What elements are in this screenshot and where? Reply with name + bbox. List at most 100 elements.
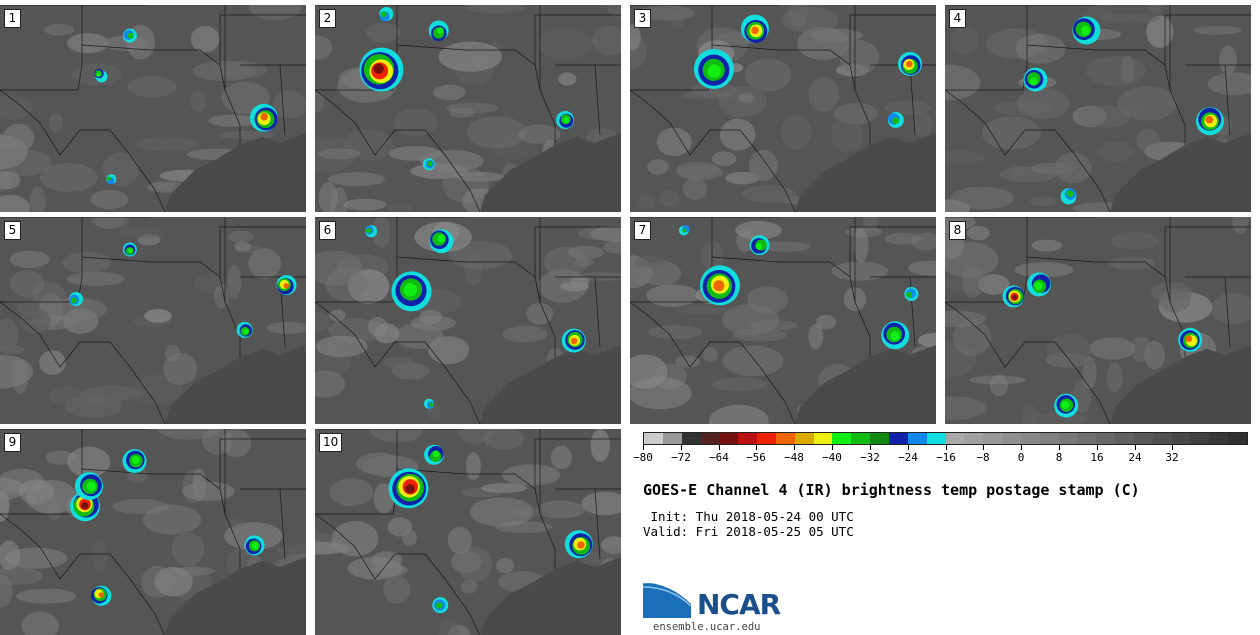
- map-panel-9: 9: [0, 429, 306, 635]
- colorbar: [643, 432, 1248, 445]
- colorbar-segment: [1190, 433, 1210, 444]
- panel-number: 9: [4, 433, 21, 452]
- colorbar-tick-label: −16: [936, 451, 956, 464]
- colorbar-segment: [888, 433, 908, 444]
- satellite-map: [315, 429, 621, 635]
- colorbar-segment: [964, 433, 984, 444]
- panel-number: 3: [634, 9, 651, 28]
- colorbar-tick-label: 32: [1165, 451, 1179, 464]
- colorbar-segment: [1096, 433, 1116, 444]
- colorbar-tick-label: −64: [709, 451, 729, 464]
- satellite-map: [630, 217, 936, 424]
- colorbar-segment: [813, 433, 833, 444]
- colorbar-segment: [681, 433, 701, 444]
- map-panel-8: 8: [945, 217, 1251, 424]
- colorbar-tick-label: −32: [860, 451, 880, 464]
- colorbar-tick: [1172, 445, 1173, 450]
- colorbar-segment: [1039, 433, 1059, 444]
- panel-number: 7: [634, 221, 651, 240]
- valid-time: Valid: Fri 2018-05-25 05 UTC: [643, 524, 854, 539]
- colorbar-segment: [1133, 433, 1153, 444]
- colorbar-tick-label: 0: [1017, 451, 1025, 464]
- colorbar-tick: [983, 445, 984, 450]
- satellite-map: [315, 217, 621, 424]
- colorbar-segment: [1058, 433, 1078, 444]
- colorbar-tick: [1097, 445, 1098, 450]
- colorbar-segment: [1077, 433, 1097, 444]
- colorbar-tick: [1135, 445, 1136, 450]
- panel-number: 1: [4, 9, 21, 28]
- panel-number: 5: [4, 221, 21, 240]
- colorbar-segment: [700, 433, 720, 444]
- colorbar-segment: [1115, 433, 1134, 444]
- colorbar-tick-label: −56: [746, 451, 766, 464]
- colorbar-segment: [644, 433, 663, 444]
- colorbar-tick: [1059, 445, 1060, 450]
- colorbar-segment: [945, 433, 965, 444]
- panel-number: 4: [949, 9, 966, 28]
- colorbar-tick: [719, 445, 720, 450]
- colorbar-tick: [908, 445, 909, 450]
- colorbar-segment: [983, 433, 1003, 444]
- map-panel-7: 7: [630, 217, 936, 424]
- panel-number: 2: [319, 9, 336, 28]
- colorbar-tick-label: −72: [671, 451, 691, 464]
- map-panel-6: 6: [315, 217, 621, 424]
- colorbar-tick: [681, 445, 682, 450]
- colorbar-segment: [662, 433, 682, 444]
- satellite-map: [315, 5, 621, 212]
- satellite-map: [0, 217, 306, 424]
- map-panel-2: 2: [315, 5, 621, 212]
- colorbar-segment: [870, 433, 889, 444]
- colorbar-tick-label: −80: [633, 451, 653, 464]
- website-url[interactable]: ensemble.ucar.edu: [653, 621, 761, 633]
- colorbar-segment: [775, 433, 795, 444]
- colorbar-tick-label: 16: [1090, 451, 1104, 464]
- colorbar-segment: [1020, 433, 1040, 444]
- map-panel-10: 10: [315, 429, 621, 635]
- colorbar-tick: [756, 445, 757, 450]
- colorbar-tick: [794, 445, 795, 450]
- ncar-logo-icon: [643, 580, 696, 618]
- panel-number: 8: [949, 221, 966, 240]
- colorbar-segment: [1209, 433, 1229, 444]
- colorbar-segment: [907, 433, 927, 444]
- satellite-map: [0, 5, 306, 212]
- colorbar-segment: [851, 433, 871, 444]
- colorbar-tick: [643, 445, 644, 450]
- colorbar-segment: [1228, 433, 1247, 444]
- colorbar-tick-label: −8: [976, 451, 990, 464]
- satellite-map: [630, 5, 936, 212]
- colorbar-segment: [1002, 433, 1021, 444]
- panel-number: 6: [319, 221, 336, 240]
- init-time: Init: Thu 2018-05-24 00 UTC: [643, 509, 854, 524]
- colorbar-segment: [757, 433, 776, 444]
- colorbar-segment: [719, 433, 739, 444]
- map-panel-4: 4: [945, 5, 1251, 212]
- colorbar-tick: [832, 445, 833, 450]
- colorbar-segment: [926, 433, 946, 444]
- colorbar-tick: [946, 445, 947, 450]
- colorbar-ticks: −80 −72 −64 −56 −48 −40 −32 −24 −16 −8 0 8 16 24 32: [633, 445, 1248, 467]
- panel-number: 10: [319, 433, 343, 452]
- colorbar-segment: [1171, 433, 1191, 444]
- colorbar-segment: [794, 433, 814, 444]
- colorbar-segment: [832, 433, 852, 444]
- colorbar-tick-label: −48: [784, 451, 804, 464]
- colorbar-tick-label: −24: [898, 451, 918, 464]
- colorbar-segment: [738, 433, 758, 444]
- map-panel-1: 1: [0, 5, 306, 212]
- colorbar-tick: [1021, 445, 1022, 450]
- satellite-map: [945, 217, 1251, 424]
- map-panel-3: 3: [630, 5, 936, 212]
- colorbar-tick-label: 8: [1055, 451, 1063, 464]
- ncar-logo-text: NCAR: [697, 588, 781, 621]
- colorbar-tick-label: −40: [822, 451, 842, 464]
- colorbar-tick-label: 24: [1128, 451, 1142, 464]
- plot-title: GOES-E Channel 4 (IR) brightness temp po…: [643, 481, 1140, 499]
- colorbar-tick: [870, 445, 871, 450]
- satellite-map: [945, 5, 1251, 212]
- colorbar-segment: [1152, 433, 1172, 444]
- satellite-map: [0, 429, 306, 635]
- map-panel-5: 5: [0, 217, 306, 424]
